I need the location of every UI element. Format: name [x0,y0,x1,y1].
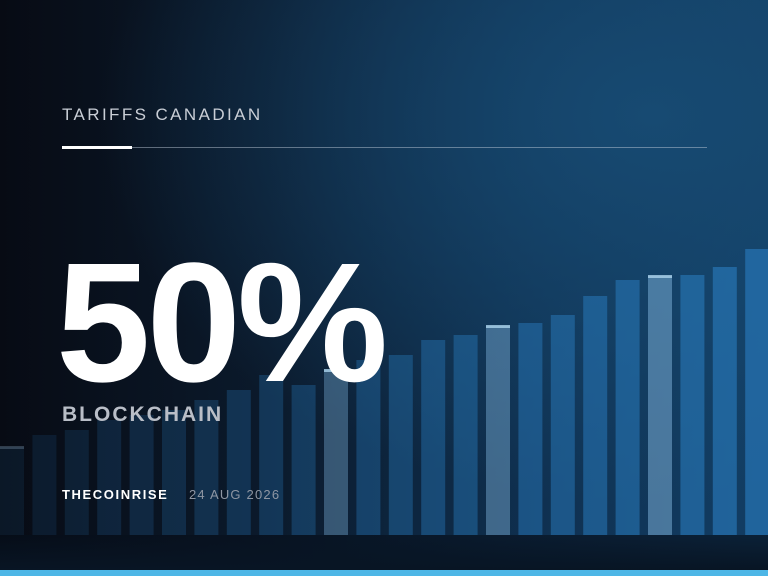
bar-cap [0,446,24,449]
bar [550,315,575,535]
headline-label: BLOCKCHAIN [62,403,224,426]
bar [583,296,608,535]
bar [453,335,478,535]
bar [680,275,705,535]
bar [648,276,672,535]
bar [226,390,251,535]
bar [32,435,57,535]
bar [421,340,446,535]
bar-cap [486,325,510,328]
bar [129,415,154,535]
bar-cap [648,275,672,278]
bar [194,400,219,535]
bar [64,430,89,535]
bar [97,420,122,535]
bar [615,280,640,535]
bar [291,385,316,535]
bar [712,267,737,535]
bar-cap [324,369,348,372]
bar [162,410,186,535]
bar [486,326,510,535]
floor-shade [0,535,768,570]
bar [324,370,348,535]
divider-accent [62,146,132,149]
bar [259,375,284,535]
divider [62,147,707,148]
bar [0,447,24,535]
kicker: TARIFFS CANADIAN [62,105,263,124]
date: 24 AUG 2026 [189,487,281,502]
headline-value: 50% [56,228,388,418]
bottom-strip [0,570,768,576]
bar [388,355,413,535]
bar [356,360,381,535]
bar [518,323,543,535]
bar [745,249,768,535]
source: THECOINRISE [62,487,169,502]
